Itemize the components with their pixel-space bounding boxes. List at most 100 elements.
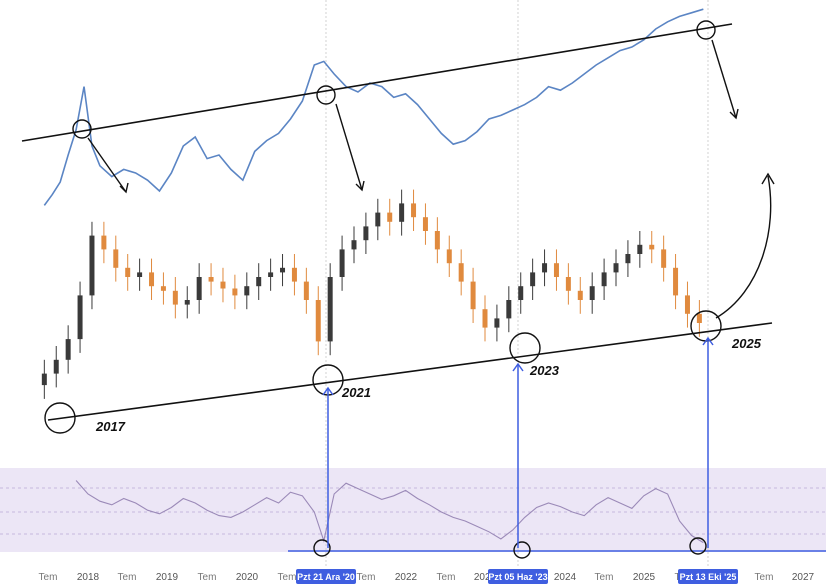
candle-body-29 <box>387 212 393 222</box>
candle-body-51 <box>649 244 655 250</box>
candle-body-18 <box>256 277 262 287</box>
oscillator-series <box>75 480 704 544</box>
x-tick-4: Tem <box>198 572 217 583</box>
candle-body-5 <box>101 235 107 250</box>
up-curve-arrow-head <box>761 172 775 185</box>
candle-body-9 <box>149 272 155 287</box>
highlight-circle-7 <box>313 539 331 557</box>
candle-body-30 <box>399 203 405 222</box>
candle-body-48 <box>613 263 619 273</box>
candle-body-3 <box>77 295 83 340</box>
candle-body-39 <box>506 300 512 319</box>
highlight-circle-3 <box>44 402 76 434</box>
candle-body-40 <box>518 286 524 300</box>
ratio-line-path <box>43 8 704 206</box>
candle-body-42 <box>542 263 548 273</box>
candle-body-33 <box>434 231 440 250</box>
annotation-2021: 2021 <box>341 385 371 400</box>
candle-body-53 <box>673 267 679 296</box>
candle-body-21 <box>291 267 297 282</box>
down-arrow-head-2 <box>729 108 739 120</box>
highlight-circle-1 <box>316 85 336 105</box>
x-tick-8: Tem <box>357 572 376 583</box>
candle-body-17 <box>244 286 250 296</box>
down-arrow-shaft-1 <box>335 103 363 191</box>
down-arrow-head-1 <box>355 180 365 192</box>
candle-body-13 <box>196 277 202 300</box>
candle-body-23 <box>315 300 321 342</box>
x-tick-18: Tem <box>755 572 774 583</box>
candle-body-31 <box>411 203 417 218</box>
oscillator-line-path <box>75 480 704 544</box>
candle-body-37 <box>482 309 488 328</box>
highlight-circle-0 <box>72 119 92 139</box>
x-tick-13: 2024 <box>554 572 577 583</box>
candle-body-20 <box>280 267 286 273</box>
candle-body-36 <box>470 281 476 310</box>
highlight-circle-5 <box>509 332 541 364</box>
candle-body-55 <box>696 313 702 323</box>
x-tick-14: Tem <box>595 572 614 583</box>
candle-body-27 <box>363 226 369 241</box>
date-marker-pill-2 <box>678 569 738 584</box>
upper-channel-line <box>21 23 733 142</box>
candle-body-1 <box>53 359 59 374</box>
candle-body-47 <box>601 272 607 287</box>
candle-body-11 <box>172 290 178 305</box>
candle-body-32 <box>422 217 428 231</box>
x-tick-0: Tem <box>39 572 58 583</box>
x-tick-10: Tem <box>437 572 456 583</box>
candle-body-12 <box>184 300 190 305</box>
candle-body-22 <box>303 281 309 300</box>
down-arrow-shaft-0 <box>87 137 127 193</box>
highlight-circle-8 <box>513 541 531 559</box>
candle-body-15 <box>220 281 226 289</box>
blue-arrow-head-1 <box>512 362 524 372</box>
candle-body-14 <box>208 277 214 282</box>
lower-channel-line <box>47 322 773 421</box>
candle-body-24 <box>327 277 333 342</box>
candle-body-41 <box>530 272 536 287</box>
year-annotations: 2017 2021 2023 2025 <box>95 336 762 434</box>
candle-body-7 <box>125 267 131 277</box>
up-curve-arrow <box>715 175 772 319</box>
blue-arrow-head-0 <box>322 386 334 396</box>
down-arrow-shaft-2 <box>711 39 737 119</box>
candle-body-10 <box>160 286 166 291</box>
candle-body-43 <box>553 263 559 277</box>
candle-body-19 <box>268 272 274 277</box>
candle-body-50 <box>637 244 643 254</box>
candle-body-16 <box>232 288 238 296</box>
candle-body-46 <box>589 286 595 300</box>
blue-arrow-head-2 <box>702 336 714 346</box>
annotation-2023: 2023 <box>529 363 560 378</box>
candle-body-38 <box>494 318 500 328</box>
candle-body-25 <box>339 249 345 277</box>
x-tick-15: 2025 <box>633 572 656 583</box>
candle-body-26 <box>351 240 357 250</box>
date-marker-pill-0 <box>296 569 356 584</box>
candle-body-49 <box>625 254 631 264</box>
down-arrow-head-0 <box>119 182 129 194</box>
x-tick-3: 2019 <box>156 572 179 583</box>
trendline-drawings <box>21 20 775 559</box>
candle-body-8 <box>137 272 143 277</box>
highlight-circle-2 <box>696 20 716 40</box>
candle-body-6 <box>113 249 119 268</box>
x-tick-9: 2022 <box>395 572 418 583</box>
annotation-2017: 2017 <box>95 419 126 434</box>
candle-body-4 <box>89 235 95 296</box>
candlestick-series <box>41 189 702 399</box>
candle-body-44 <box>565 277 571 291</box>
candle-body-2 <box>65 339 71 360</box>
candle-body-28 <box>375 212 381 227</box>
candle-body-0 <box>41 373 47 386</box>
date-marker-label-2: Pzt 13 Eki '25 <box>680 572 737 582</box>
oscillator-pane <box>0 468 826 552</box>
x-tick-5: 2020 <box>236 572 259 583</box>
x-tick-6: Tem <box>278 572 297 583</box>
candle-body-35 <box>458 263 464 282</box>
candle-body-45 <box>577 290 583 300</box>
candle-body-54 <box>684 295 690 314</box>
